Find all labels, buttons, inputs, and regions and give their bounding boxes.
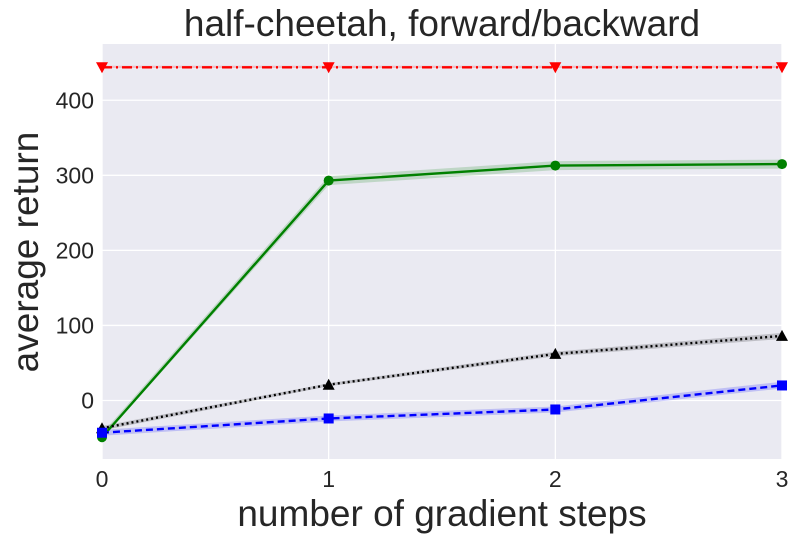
- series-lines: [101, 66, 783, 439]
- data-point: [776, 329, 788, 341]
- x-tick-label: 1: [322, 466, 335, 492]
- x-axis-label: number of gradient steps: [237, 493, 646, 534]
- data-point: [550, 404, 561, 415]
- data-point: [322, 378, 335, 390]
- y-tick-label: 400: [56, 87, 94, 113]
- data-point: [776, 62, 788, 74]
- data-point: [777, 380, 787, 391]
- series-line: [101, 384, 783, 434]
- series-markers: [96, 62, 788, 443]
- x-tick-label: 2: [549, 466, 562, 492]
- data-point: [549, 62, 562, 74]
- data-point: [323, 175, 334, 186]
- data-point: [549, 347, 562, 359]
- grid: [101, 44, 783, 459]
- data-point: [777, 159, 787, 170]
- series-line: [101, 162, 783, 439]
- y-axis-label: average return: [5, 132, 46, 373]
- y-tick-label: 100: [56, 312, 94, 338]
- x-tick-label: 3: [776, 466, 789, 492]
- tick-labels: 0 1 2 3 0 100 200 300 400: [56, 87, 789, 492]
- data-point: [96, 62, 108, 74]
- y-tick-label: 0: [81, 387, 94, 413]
- series-band: [102, 332, 782, 431]
- data-point: [323, 413, 334, 424]
- chart-title: half-cheetah, forward/backward: [184, 3, 700, 44]
- y-tick-label: 300: [56, 162, 94, 188]
- data-point: [550, 160, 561, 171]
- data-point: [97, 427, 107, 438]
- series-line: [101, 334, 783, 430]
- y-tick-label: 200: [56, 237, 94, 263]
- plot-area: [102, 44, 782, 459]
- data-point: [322, 62, 335, 74]
- x-tick-label: 0: [96, 466, 109, 492]
